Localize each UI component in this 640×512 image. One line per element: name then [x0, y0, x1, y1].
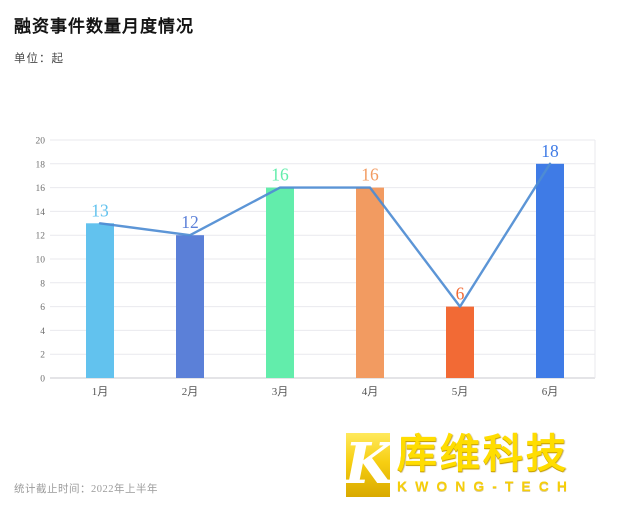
chart-title: 融资事件数量月度情况	[14, 17, 194, 36]
trend-line	[98, 162, 552, 308]
bar-3月	[266, 187, 294, 378]
svg-text:K: K	[346, 433, 390, 497]
bar-6月	[536, 163, 564, 378]
value-label-5月: 6	[456, 284, 465, 304]
y-tick-label: 18	[36, 160, 46, 170]
chart-unit-label: 单位：起	[14, 53, 64, 65]
value-label-2月: 12	[181, 212, 199, 232]
footer-note: 统计截止时间：2022年上半年	[14, 484, 158, 495]
y-tick-label: 2	[40, 351, 45, 361]
x-axis-label-1月: 1月	[92, 386, 109, 398]
y-tick-label: 8	[40, 279, 45, 289]
x-axis-label-4月: 4月	[362, 386, 379, 398]
bar-2月	[176, 235, 204, 378]
bar-4月	[356, 187, 384, 378]
x-axis-label-5月: 5月	[452, 386, 469, 398]
bar-5月	[446, 306, 474, 378]
y-tick-label: 12	[36, 232, 46, 242]
y-tick-label: 14	[36, 208, 46, 218]
y-tick-label: 6	[40, 303, 45, 313]
y-tick-label: 0	[40, 375, 45, 385]
logo-k-icon: K	[346, 433, 390, 497]
logo-company-name: 库维科技	[397, 432, 569, 476]
x-axis-label-2月: 2月	[182, 386, 199, 398]
logo-company-eng: KWONG-TECH	[397, 478, 575, 494]
y-tick-label: 10	[36, 256, 46, 266]
value-label-3月: 16	[271, 165, 289, 185]
company-logo: K 库维科技 KWONG-TECH	[346, 433, 575, 497]
value-label-1月: 13	[91, 200, 109, 220]
x-axis-label-3月: 3月	[272, 386, 289, 398]
logo-text: 库维科技 KWONG-TECH	[397, 433, 575, 494]
y-tick-label: 20	[36, 137, 46, 147]
y-tick-label: 16	[36, 184, 46, 194]
value-label-6月: 18	[541, 141, 559, 161]
y-tick-label: 4	[40, 327, 45, 337]
x-axis-label-6月: 6月	[542, 386, 559, 398]
value-label-4月: 16	[361, 165, 379, 185]
bar-1月	[86, 223, 114, 378]
